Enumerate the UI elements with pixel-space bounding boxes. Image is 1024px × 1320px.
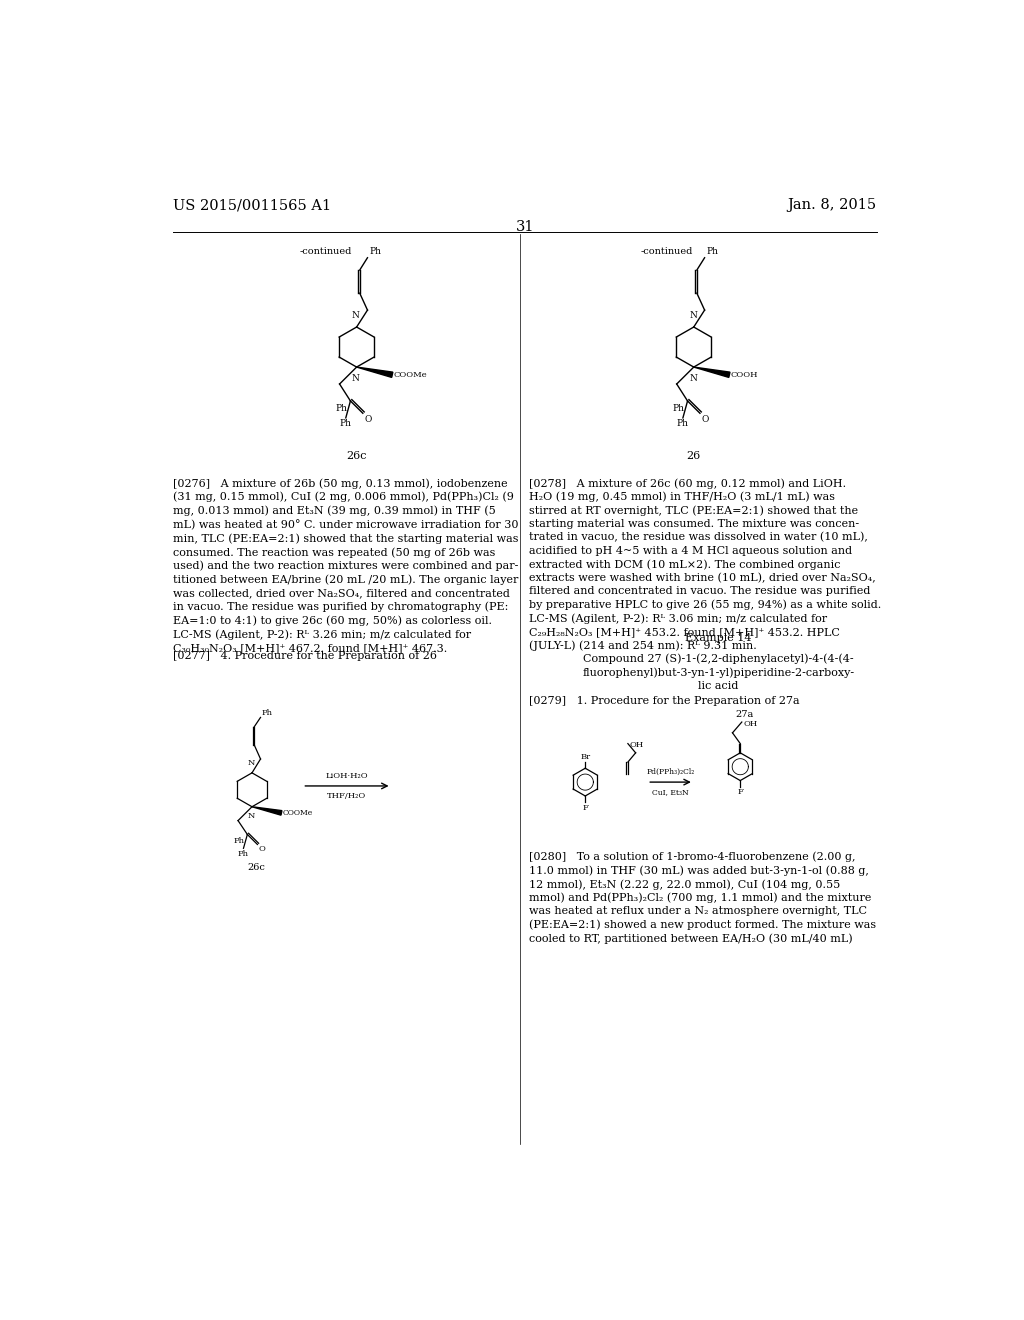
Text: -continued: -continued: [299, 247, 352, 256]
Text: Ph: Ph: [369, 247, 381, 256]
Text: Jan. 8, 2015: Jan. 8, 2015: [787, 198, 877, 213]
Text: US 2015/0011565 A1: US 2015/0011565 A1: [173, 198, 331, 213]
Text: Ph: Ph: [340, 420, 352, 429]
Text: COOH: COOH: [731, 371, 759, 379]
Text: 26c: 26c: [247, 863, 265, 873]
Text: OH: OH: [743, 719, 758, 727]
Text: LiOH·H₂O: LiOH·H₂O: [326, 772, 369, 780]
Text: COOMe: COOMe: [283, 809, 313, 817]
Text: Example 14: Example 14: [685, 634, 752, 643]
Polygon shape: [356, 367, 393, 378]
Text: THF/H₂O: THF/H₂O: [328, 792, 367, 800]
Text: N: N: [352, 374, 359, 383]
Text: F: F: [737, 788, 743, 796]
Text: N: N: [248, 759, 255, 767]
Text: N: N: [248, 812, 255, 820]
Text: [0278]   A mixture of 26c (60 mg, 0.12 mmol) and LiOH.
H₂O (19 mg, 0.45 mmol) in: [0278] A mixture of 26c (60 mg, 0.12 mmo…: [529, 478, 882, 651]
Text: 31: 31: [515, 220, 535, 234]
Text: N: N: [689, 374, 697, 383]
Text: O: O: [365, 414, 372, 424]
Text: Ph: Ph: [677, 420, 689, 429]
Text: Ph: Ph: [335, 404, 347, 413]
Text: [0279]   1. Procedure for the Preparation of 27a: [0279] 1. Procedure for the Preparation …: [529, 696, 800, 706]
Text: Ph: Ph: [673, 404, 684, 413]
Text: Ph: Ph: [238, 850, 249, 858]
Text: O: O: [258, 845, 265, 853]
Text: CuI, Et₃N: CuI, Et₃N: [652, 788, 689, 796]
Polygon shape: [252, 807, 282, 816]
Polygon shape: [693, 367, 730, 378]
Text: 26: 26: [687, 451, 700, 461]
Text: O: O: [701, 414, 709, 424]
Text: Ph: Ph: [234, 837, 245, 845]
Text: -continued: -continued: [640, 247, 693, 256]
Text: 26c: 26c: [346, 451, 367, 461]
Text: N: N: [352, 312, 359, 321]
Text: Ph: Ph: [261, 709, 272, 717]
Text: 27a: 27a: [735, 710, 754, 719]
Text: [0277]   4. Procedure for the Preparation of 26: [0277] 4. Procedure for the Preparation …: [173, 651, 437, 661]
Text: Compound 27 (S)-1-(2,2-diphenylacetyl)-4-(4-(4-
fluorophenyl)but-3-yn-1-yl)piper: Compound 27 (S)-1-(2,2-diphenylacetyl)-4…: [583, 653, 855, 690]
Text: N: N: [689, 312, 697, 321]
Text: F: F: [583, 804, 588, 812]
Text: Br: Br: [581, 752, 590, 760]
Text: Pd(PPh₃)₂Cl₂: Pd(PPh₃)₂Cl₂: [646, 768, 694, 776]
Text: Ph: Ph: [707, 247, 718, 256]
Text: [0280]   To a solution of 1-bromo-4-fluorobenzene (2.00 g,
11.0 mmol) in THF (30: [0280] To a solution of 1-bromo-4-fluoro…: [529, 851, 877, 944]
Text: COOMe: COOMe: [394, 371, 427, 379]
Text: [0276]   A mixture of 26b (50 mg, 0.13 mmol), iodobenzene
(31 mg, 0.15 mmol), Cu: [0276] A mixture of 26b (50 mg, 0.13 mmo…: [173, 478, 518, 653]
Text: OH: OH: [630, 741, 644, 748]
